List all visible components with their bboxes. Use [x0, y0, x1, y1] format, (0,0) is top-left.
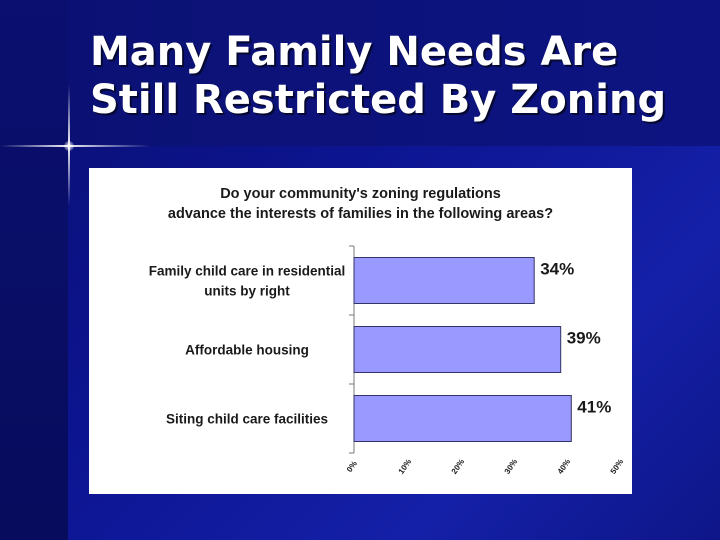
slide-title: Many Family Needs Are Still Restricted B… — [90, 28, 700, 124]
category-label: Affordable housing — [185, 343, 309, 358]
bar-value-label: 41% — [577, 398, 611, 417]
sparkle-star-icon — [64, 141, 74, 151]
x-tick-label: 50% — [609, 457, 626, 475]
category-label: units by right — [204, 284, 290, 299]
category-label: Family child care in residential — [149, 264, 346, 279]
chart-title-line-1: Do your community's zoning regulations — [220, 186, 501, 202]
chart-title: Do your community's zoning regulations a… — [89, 184, 632, 224]
chart-title-line-2: advance the interests of families in the… — [167, 206, 554, 222]
x-tick-label: 20% — [450, 457, 467, 475]
x-tick-label: 10% — [397, 457, 414, 475]
bar — [353, 395, 572, 442]
left-decor-band — [0, 0, 68, 540]
bar — [353, 257, 535, 304]
x-tick-label: 40% — [556, 457, 573, 475]
bar-value-label: 39% — [567, 329, 601, 348]
bar-chart: 34% Family child care in residential units… — [149, 245, 626, 476]
bar-value-label: 34% — [540, 260, 574, 279]
slide-title-line-1: Many Family Needs Are — [90, 29, 619, 75]
x-tick-label: 0% — [345, 459, 359, 474]
x-tick-label: 30% — [503, 457, 520, 475]
top-decor-band — [68, 0, 720, 146]
bar — [353, 326, 562, 373]
chart-panel: Do your community's zoning regulations a… — [89, 168, 632, 494]
category-label: Siting child care facilities — [166, 412, 328, 427]
sparkle-horizontal-decor — [0, 145, 150, 147]
slide-title-line-2: Still Restricted By Zoning — [90, 77, 667, 123]
